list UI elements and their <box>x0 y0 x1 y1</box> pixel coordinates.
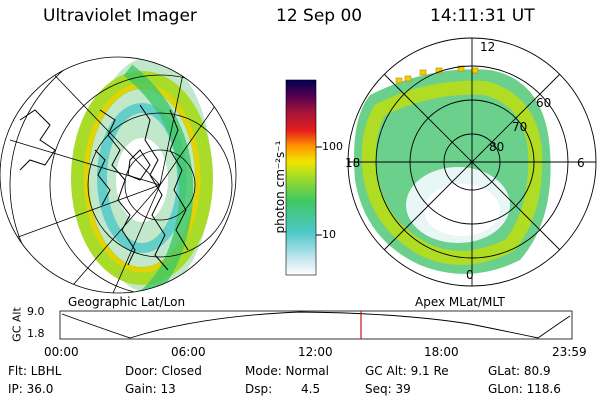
status-ip: IP: 36.0 <box>8 382 54 396</box>
polar-cap-inner <box>424 184 500 236</box>
status-dsp: Dsp: <box>245 382 273 396</box>
polar-aurora-yellow-ring <box>361 80 543 265</box>
status-flt: Flt: LBHL <box>8 364 62 378</box>
timeline-x-tick-2: 12:00 <box>298 345 333 359</box>
lat-label-60: 60 <box>536 96 552 110</box>
geographic-map <box>9 57 236 293</box>
left-panel-border <box>0 56 237 294</box>
timeline-y-tick-bottom: 1.8 <box>27 327 45 340</box>
aurora-dayside-arc <box>123 64 194 293</box>
polar-top-markers <box>395 65 479 84</box>
colorbar-tick-label-10: 10 <box>322 228 336 241</box>
lat-lon-grid <box>9 57 236 293</box>
status-gain: Gain: 13 <box>125 382 176 396</box>
date-label: 12 Sep 00 <box>276 6 363 26</box>
colorbar-unit-label: photon cm⁻²s⁻¹ <box>273 140 287 234</box>
gc-alt-curve <box>61 311 571 339</box>
timeline-x-tick-3: 18:00 <box>424 345 459 359</box>
lat-label-80: 80 <box>489 140 505 154</box>
coastlines <box>19 104 189 271</box>
right-panel-caption: Apex MLat/MLT <box>415 295 505 309</box>
status-dsp-value: 4.5 <box>301 382 321 396</box>
status-seq: Seq: 39 <box>365 382 411 396</box>
timeline-x-tick-0: 00:00 <box>44 345 79 359</box>
colorbar-tick-label-100: 100 <box>322 140 343 153</box>
timeline-x-tick-4: 23:59 <box>552 345 587 359</box>
status-mode: Mode: Normal <box>245 364 329 378</box>
timeline-y-label: GC Alt <box>10 307 24 342</box>
status-gc-alt: GC Alt: 9.1 Re <box>365 364 449 378</box>
timeline-box <box>59 310 573 340</box>
polar-plot <box>348 38 596 286</box>
status-glon: GLon: 118.6 <box>488 382 561 396</box>
left-panel-caption: Geographic Lat/Lon <box>68 295 186 309</box>
polar-plot-border <box>347 37 597 287</box>
lat-label-70: 70 <box>512 120 528 134</box>
mlt-label-6: 6 <box>577 156 585 170</box>
timeline-x-tick-1: 06:00 <box>171 345 206 359</box>
time-label: 14:11:31 UT <box>430 6 535 26</box>
instrument-title: Ultraviolet Imager <box>43 6 197 26</box>
status-glat: GLat: 80.9 <box>488 364 551 378</box>
polar-grid <box>348 38 596 286</box>
colorbar <box>285 79 317 276</box>
status-door: Door: Closed <box>125 364 202 378</box>
timeline-y-tick-top: 9.0 <box>27 305 45 318</box>
mlt-label-18: 18 <box>345 156 361 170</box>
mlt-label-12: 12 <box>480 40 496 54</box>
mlt-label-0: 0 <box>466 268 474 282</box>
